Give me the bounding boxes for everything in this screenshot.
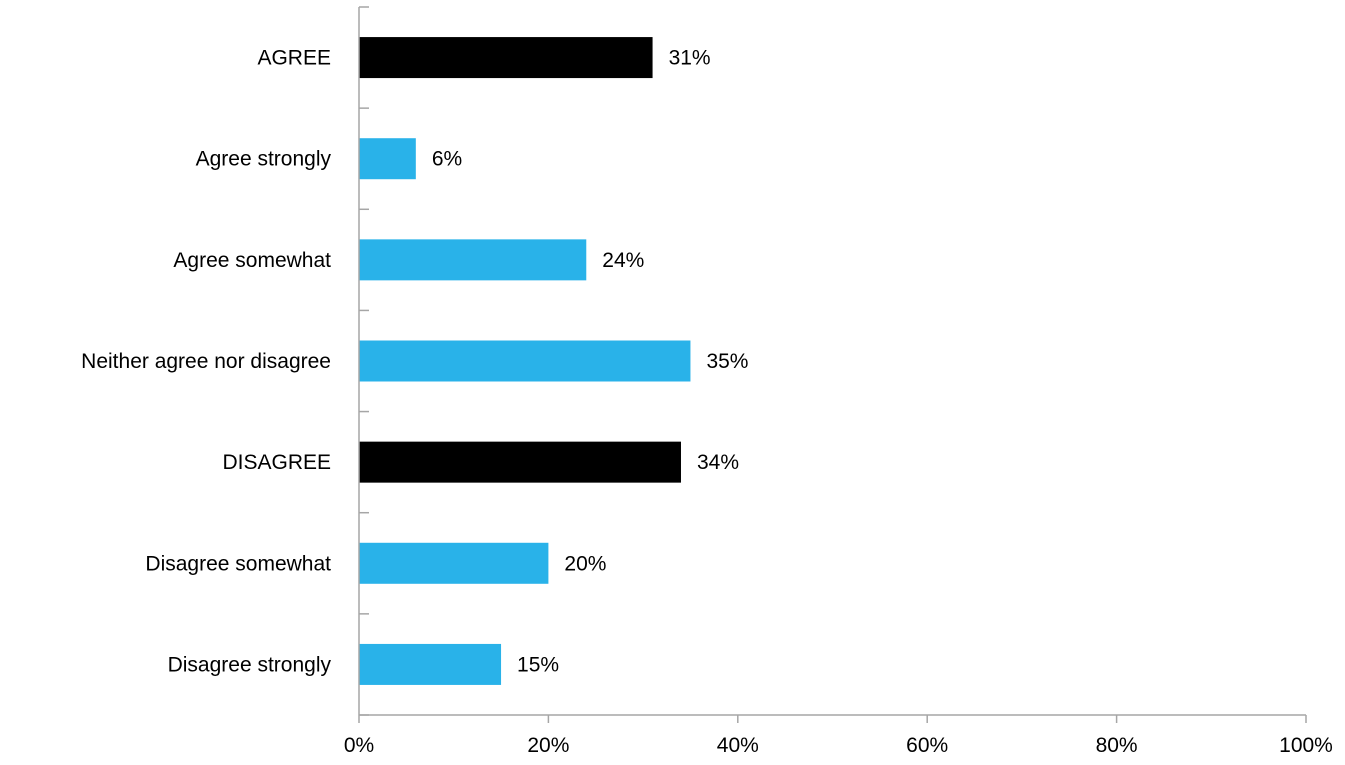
value-label-disagree-strongly: 15% <box>517 653 559 676</box>
category-label-disagree: DISAGREE <box>222 451 331 474</box>
bar-disagree <box>359 441 681 483</box>
value-label-agree: 31% <box>669 47 711 70</box>
category-label-agree-strongly: Agree strongly <box>196 148 332 171</box>
bar-neither-agree-nor-disagree <box>359 340 691 382</box>
bar-agree <box>359 37 653 79</box>
category-label-agree-somewhat: Agree somewhat <box>173 249 331 272</box>
x-tick-label: 40% <box>717 734 759 757</box>
labels-group: AGREE 31% Agree strongly 6% Agree somewhat 24… <box>81 47 1333 757</box>
category-label-disagree-strongly: Disagree strongly <box>168 653 332 676</box>
value-label-neither-agree-nor-disagree: 35% <box>706 350 748 373</box>
bar-agree-somewhat <box>359 239 587 281</box>
value-label-agree-strongly: 6% <box>432 148 462 171</box>
bars-group <box>359 37 691 685</box>
x-tick-label: 100% <box>1279 734 1333 757</box>
value-label-disagree-somewhat: 20% <box>564 552 606 575</box>
value-label-disagree: 34% <box>697 451 739 474</box>
bar-disagree-strongly <box>359 643 502 685</box>
value-label-agree-somewhat: 24% <box>602 249 644 272</box>
category-label-agree: AGREE <box>257 47 331 70</box>
x-tick-label: 60% <box>906 734 948 757</box>
x-tick-label: 20% <box>527 734 569 757</box>
bar-agree-strongly <box>359 138 416 180</box>
bar-disagree-somewhat <box>359 542 549 584</box>
category-label-disagree-somewhat: Disagree somewhat <box>145 552 331 575</box>
x-tick-label: 80% <box>1096 734 1138 757</box>
category-label-neither-agree-nor-disagree: Neither agree nor disagree <box>81 350 331 373</box>
x-tick-label: 0% <box>344 734 374 757</box>
axes-group <box>358 6 1307 723</box>
